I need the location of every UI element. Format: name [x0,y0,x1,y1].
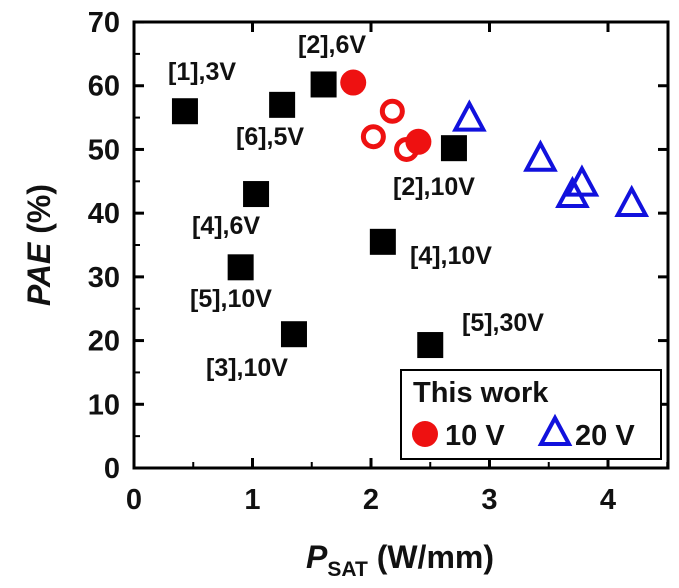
reference-label: [3],10V [206,354,288,382]
legend-label-10v: 10 V [445,420,505,452]
y-tick-label: 30 [88,262,120,294]
reference-markers [171,71,467,359]
reference-marker [171,98,198,125]
series-10v [340,69,432,162]
legend: This work 10 V 20 V [400,369,662,460]
y-tick-label: 0 [104,453,120,485]
reference-label: [2],10V [393,173,475,201]
data-point-10v [405,128,432,155]
data-point-20v [555,175,590,209]
y-tick-label: 10 [88,389,120,421]
y-axis-ticks: 0 10 20 30 40 50 60 70 [88,7,668,485]
reference-marker [280,321,307,348]
reference-label: [2],6V [298,31,366,59]
legend-box [400,369,662,460]
y-tick-label: 60 [88,71,120,103]
reference-label: [5],10V [190,285,272,313]
legend-title: This work [413,377,549,409]
data-point-10v-hollow [379,98,405,124]
reference-labels: [1],3V [6],5V [2],6V [2],10V [4],6V [4],10V [5… [168,31,544,382]
y-axis-label: PAE (%) [21,184,57,306]
reference-marker [227,254,254,281]
reference-label: [1],3V [168,58,236,86]
y-tick-label: 20 [88,326,120,358]
legend-marker-20v [537,413,573,446]
reference-marker [310,71,337,98]
x-tick-label: 0 [126,484,142,516]
reference-marker [417,332,444,359]
reference-marker [440,135,467,162]
data-point-10v-hollow [360,124,386,150]
x-tick-label: 1 [244,484,260,516]
reference-marker [369,228,396,255]
reference-label: [4],10V [410,242,492,270]
reference-label: [6],5V [236,123,304,151]
data-point-10v [340,69,367,96]
x-tick-label: 2 [363,484,379,516]
y-tick-label: 40 [88,198,120,230]
legend-label-20v: 20 V [575,420,635,452]
x-tick-label: 3 [481,484,497,516]
y-tick-label: 50 [88,134,120,166]
y-tick-label: 70 [88,7,120,39]
data-point-20v [614,184,650,217]
reference-label: [4],6V [192,212,260,240]
reference-label: [5],30V [462,309,544,337]
reference-marker [243,181,270,208]
x-axis-ticks: 0 1 2 3 4 [126,22,669,516]
reference-marker [269,91,296,118]
series-20v [452,99,650,217]
data-point-20v [523,139,558,172]
data-point-20v [452,99,487,132]
x-axis-label: PSAT (W/mm) [306,539,494,581]
legend-marker-10v [412,421,438,447]
x-tick-label: 4 [600,484,616,516]
